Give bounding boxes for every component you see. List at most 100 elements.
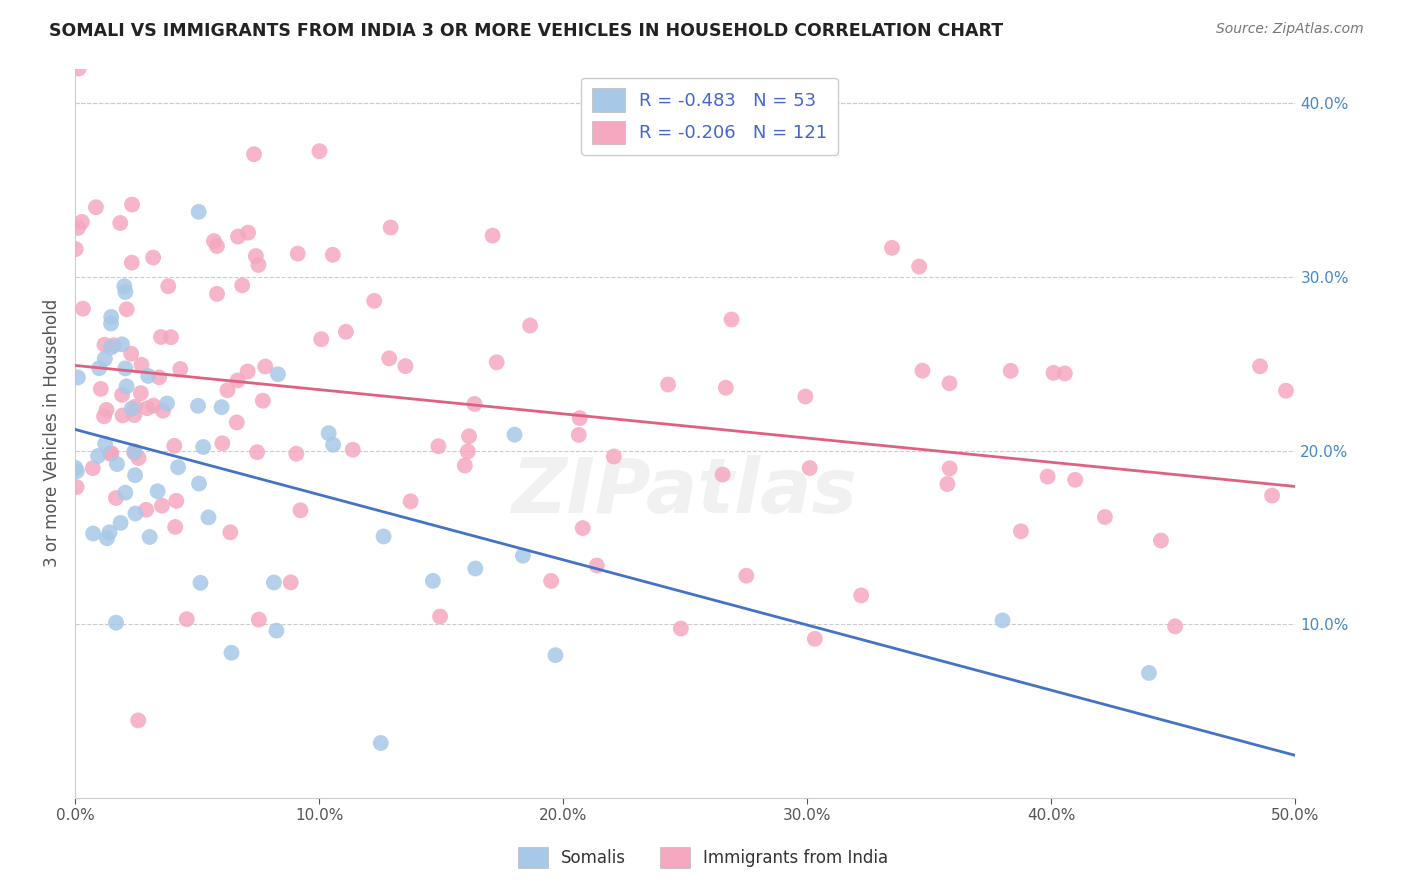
Point [714, 381, 737, 395]
Point [266, 624, 288, 638]
Point [243, 147, 266, 161]
Point [422, 574, 444, 588]
Point [193, 440, 215, 454]
Point [335, 325, 357, 339]
Point [342, 442, 364, 457]
Point [252, 393, 274, 408]
Point [169, 362, 191, 376]
Point [150, 499, 173, 513]
Point [111, 337, 134, 351]
Point [104, 491, 127, 505]
Point [603, 450, 626, 464]
Point [711, 467, 734, 482]
Point [136, 368, 159, 383]
Point [363, 293, 385, 308]
Point [503, 427, 526, 442]
Legend: R = -0.483   N = 53, R = -0.206   N = 121: R = -0.483 N = 53, R = -0.206 N = 121 [581, 78, 838, 154]
Point [110, 516, 132, 530]
Point [122, 446, 145, 460]
Point [65, 480, 87, 494]
Point [121, 401, 143, 416]
Point [247, 613, 270, 627]
Point [938, 461, 960, 475]
Point [205, 286, 228, 301]
Point [157, 279, 180, 293]
Point [84, 200, 107, 214]
Point [1275, 384, 1298, 398]
Text: ZIPatlas: ZIPatlas [512, 455, 858, 529]
Point [991, 613, 1014, 627]
Point [128, 450, 150, 465]
Point [285, 447, 308, 461]
Point [936, 477, 959, 491]
Point [111, 388, 134, 402]
Point [114, 361, 136, 376]
Point [309, 332, 332, 346]
Point [1164, 619, 1187, 633]
Point [849, 588, 872, 602]
Point [129, 386, 152, 401]
Point [938, 376, 960, 391]
Point [120, 347, 142, 361]
Point [114, 285, 136, 299]
Point [1064, 473, 1087, 487]
Point [70, 215, 93, 229]
Point [165, 520, 187, 534]
Point [94, 351, 117, 366]
Point [94, 437, 117, 451]
Text: SOMALI VS IMMIGRANTS FROM INDIA 3 OR MORE VEHICLES IN HOUSEHOLD CORRELATION CHAR: SOMALI VS IMMIGRANTS FROM INDIA 3 OR MOR… [49, 22, 1004, 40]
Y-axis label: 3 or more Vehicles in Household: 3 or more Vehicles in Household [44, 299, 60, 567]
Point [112, 279, 135, 293]
Point [115, 302, 138, 317]
Point [221, 646, 243, 660]
Point [519, 318, 541, 333]
Point [90, 382, 112, 396]
Point [280, 575, 302, 590]
Point [93, 409, 115, 424]
Point [458, 429, 481, 443]
Point [1094, 510, 1116, 524]
Point [247, 258, 270, 272]
Point [322, 248, 344, 262]
Point [65, 461, 87, 475]
Point [67, 62, 90, 76]
Point [225, 416, 247, 430]
Point [308, 144, 330, 158]
Point [124, 444, 146, 458]
Point [804, 632, 827, 646]
Point [188, 476, 211, 491]
Point [799, 461, 821, 475]
Point [148, 370, 170, 384]
Point [138, 530, 160, 544]
Point [720, 312, 742, 326]
Point [380, 220, 402, 235]
Point [568, 411, 591, 425]
Point [152, 403, 174, 417]
Point [197, 510, 219, 524]
Point [735, 568, 758, 582]
Point [568, 428, 591, 442]
Point [121, 255, 143, 269]
Point [160, 330, 183, 344]
Point [100, 310, 122, 324]
Point [100, 446, 122, 460]
Point [378, 351, 401, 366]
Point [136, 401, 159, 416]
Point [72, 301, 94, 316]
Point [89, 361, 111, 376]
Point [100, 341, 122, 355]
Point [187, 204, 209, 219]
Point [187, 399, 209, 413]
Point [176, 612, 198, 626]
Point [105, 615, 128, 630]
Point [1261, 489, 1284, 503]
Point [124, 408, 146, 422]
Point [226, 374, 249, 388]
Text: Source: ZipAtlas.com: Source: ZipAtlas.com [1216, 22, 1364, 37]
Point [66, 221, 89, 235]
Point [121, 197, 143, 211]
Point [124, 400, 146, 414]
Point [111, 409, 134, 423]
Point [1053, 367, 1076, 381]
Point [322, 438, 344, 452]
